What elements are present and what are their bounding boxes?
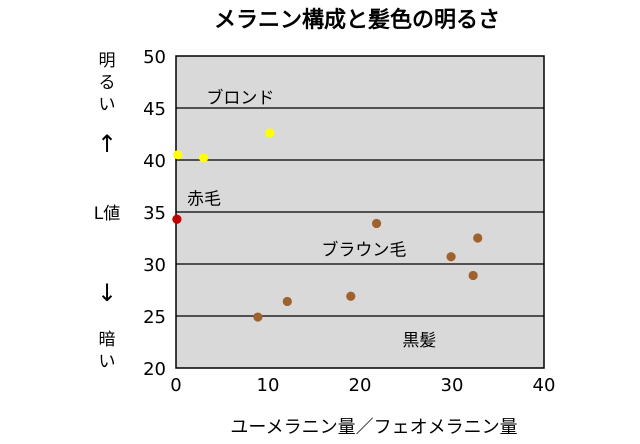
y-tick-label: 50 [143,47,166,68]
x-tick-label: 20 [349,375,372,396]
data-point [468,270,478,281]
y-label-dark-char-1: 暗 [99,330,116,350]
data-point [172,214,182,224]
x-tick-label: 10 [257,375,280,396]
y-tick-label: 20 [143,359,166,380]
data-point [173,150,183,160]
x-tick-label: 0 [170,375,181,396]
data-point [265,128,275,138]
x-tick-label: 30 [441,375,464,396]
data-point [371,218,382,229]
y-label-bright-char-3: い [99,95,116,115]
y-tick-label: 35 [143,203,166,224]
x-tick-label: 40 [533,375,556,396]
x-axis-ticks: 0 10 20 30 40 [170,375,555,396]
y-tick-label: 30 [143,255,166,276]
up-arrow-icon: ↑ [97,130,117,158]
data-point [346,291,356,301]
y-tick-label: 45 [143,99,166,120]
grid-lines [176,107,544,317]
y-label-bright-char-2: る [99,73,116,93]
data-point [446,252,456,262]
y-tick-label: 40 [143,151,166,172]
y-axis-label: L値 [94,204,120,224]
data-point [253,312,263,322]
y-axis-ticks: 20 25 30 35 40 45 50 [143,47,166,380]
series-annotation: 赤毛 [187,189,221,209]
data-point [282,296,292,307]
y-label-bright-char-1: 明 [99,51,116,71]
chart-title: メラニン構成と髪色の明るさ [214,7,500,33]
data-point [199,153,209,163]
series-annotation: ブラウン毛 [321,239,406,260]
series-annotation: ブロンド [206,88,274,109]
data-points [172,128,483,322]
data-point [473,233,483,243]
x-axis-label: ユーメラニン量／フェオメラニン量 [230,417,517,438]
series-annotation: 黒髪 [402,331,436,351]
down-arrow-icon: ↓ [97,279,117,307]
y-tick-label: 25 [143,307,166,328]
y-label-dark-char-2: い [99,352,116,372]
